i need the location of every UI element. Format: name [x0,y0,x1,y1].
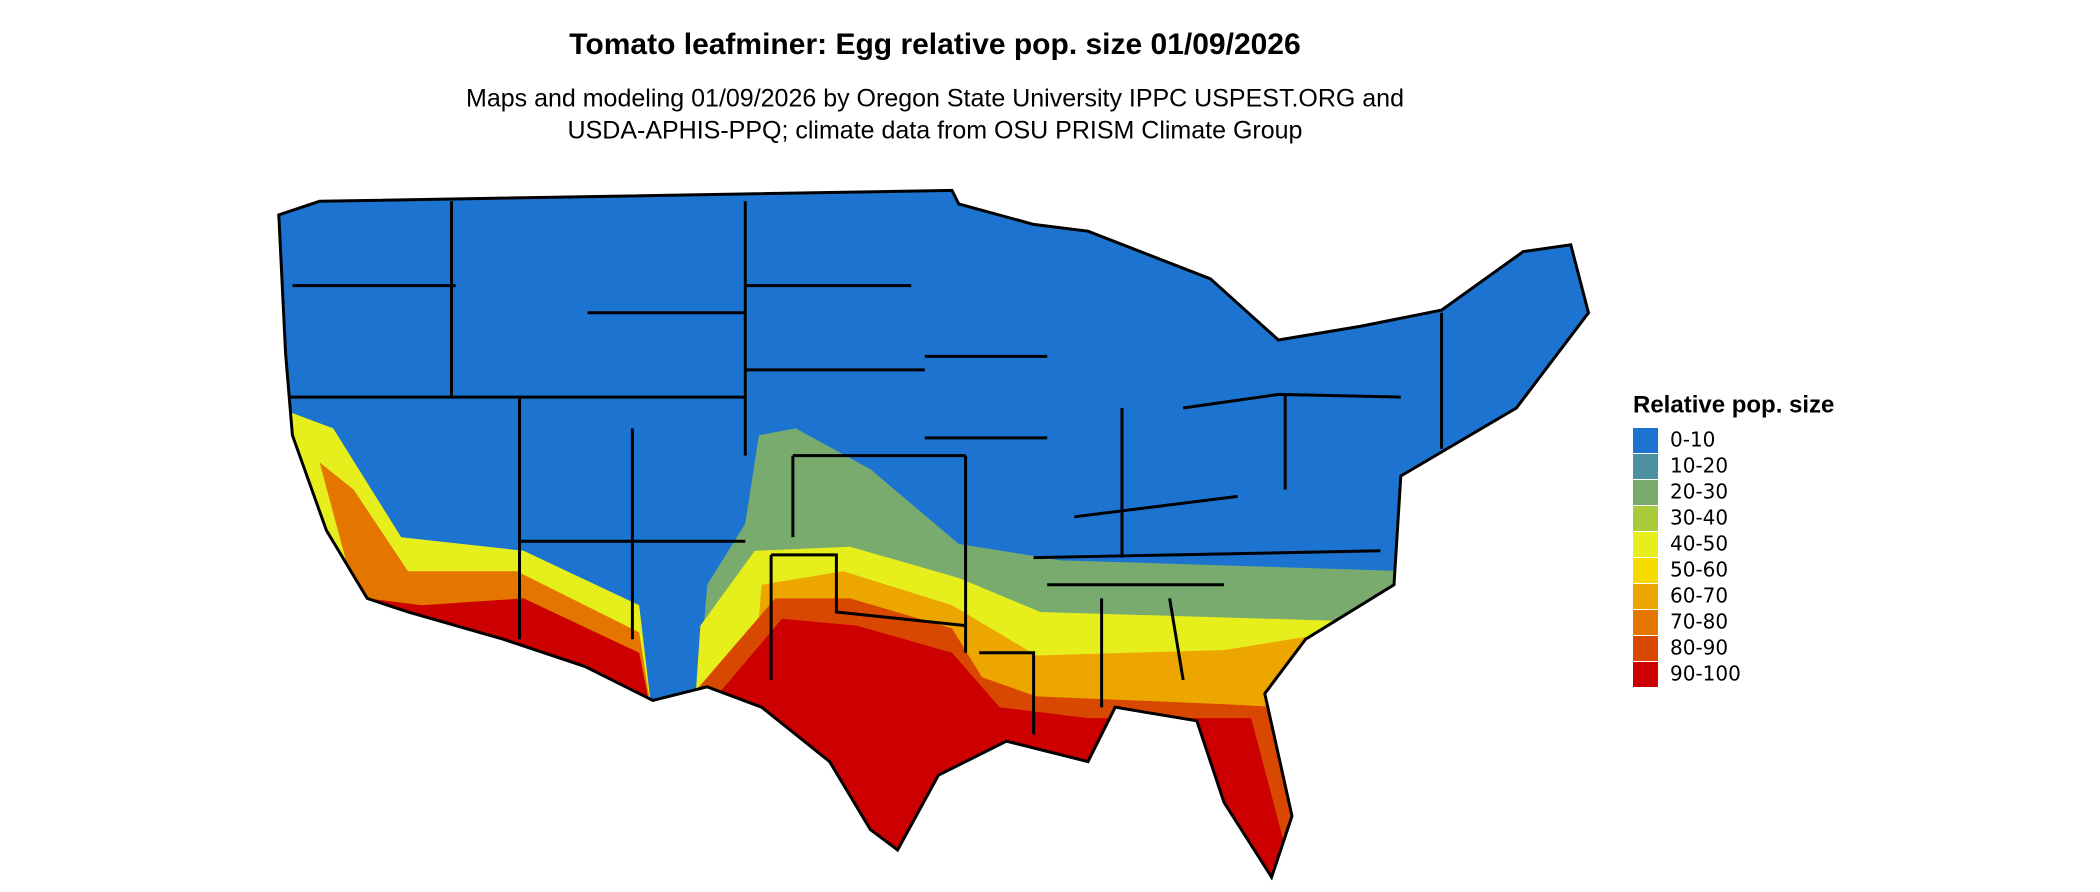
us-map [277,188,1591,881]
legend-swatch [1633,558,1658,583]
legend-label: 70-80 [1670,610,1728,634]
legend-label: 40-50 [1670,532,1728,556]
legend-swatch [1633,428,1658,453]
map-fill [278,190,1589,878]
legend-swatch [1633,610,1658,635]
us-outline [277,188,1591,881]
legend-label: 10-20 [1670,454,1728,478]
legend-swatch [1633,454,1658,479]
map-subtitle: Maps and modeling 01/09/2026 by Oregon S… [466,85,1404,113]
legend-label: 30-40 [1670,506,1728,530]
legend-title: Relative pop. size [1633,391,1834,418]
legend-label: 50-60 [1670,558,1728,582]
legend-label: 0-10 [1670,428,1715,452]
legend-swatch [1633,636,1658,661]
state-borders [288,201,1444,735]
legend-swatch [1633,506,1658,531]
legend-swatch [1633,532,1658,557]
legend-label: 60-70 [1670,584,1728,608]
legend-label: 80-90 [1670,636,1728,660]
legend-swatch [1633,662,1658,687]
legend-swatch [1633,584,1658,609]
legend-swatch [1633,480,1658,505]
map-subtitle: USDA-APHIS-PPQ; climate data from OSU PR… [568,117,1303,145]
legend-label: 90-100 [1670,662,1741,686]
legend-label: 20-30 [1670,480,1728,504]
map-title: Tomato leafminer: Egg relative pop. size… [569,28,1300,61]
legend: 0-1010-2020-3030-4040-5050-6060-7070-808… [1633,428,1741,687]
